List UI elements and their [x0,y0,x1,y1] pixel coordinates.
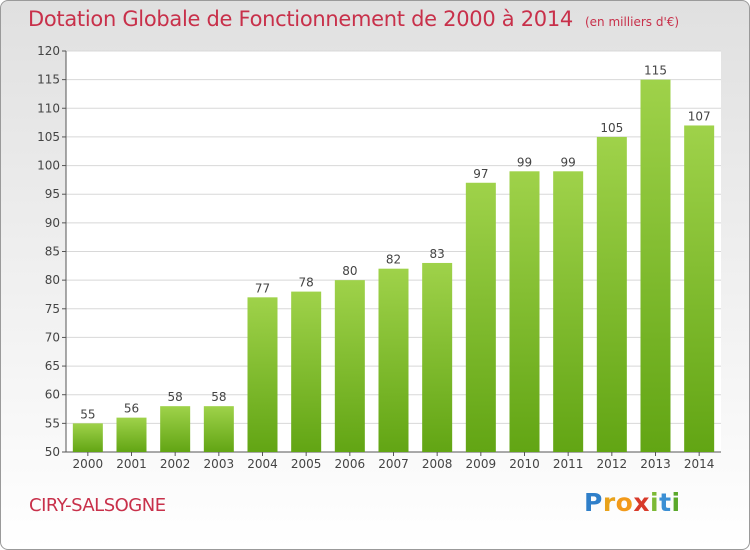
bar [203,406,234,452]
x-tick-label: 2009 [466,457,497,471]
y-tick-label: 65 [45,359,60,373]
x-tick-label: 2001 [116,457,147,471]
logo-letter: o [615,488,634,517]
bar [596,136,627,452]
x-tick-label: 2014 [684,457,715,471]
x-tick-label: 2011 [553,457,584,471]
bar-value-label: 99 [517,155,532,169]
bar [553,171,584,453]
y-tick-label: 95 [45,187,60,201]
y-tick-label: 115 [37,73,60,87]
bar-value-label: 115 [644,64,667,78]
y-tick-label: 75 [45,302,60,316]
y-tick-label: 80 [45,273,60,287]
y-tick-label: 60 [45,388,60,402]
y-tick-label: 120 [37,44,60,58]
x-tick-label: 2008 [422,457,453,471]
y-tick-label: 90 [45,216,60,230]
x-tick-label: 2007 [378,457,409,471]
y-tick-label: 100 [37,159,60,173]
bar [684,125,715,452]
logo-letter: x [633,488,650,517]
logo-letter: P [584,488,603,517]
logo-letter: t [659,488,672,517]
y-tick-label: 55 [45,416,60,430]
bar-value-label: 78 [299,276,314,290]
x-tick-label: 2006 [335,457,366,471]
bar-value-label: 105 [600,121,623,135]
proxiti-logo[interactable]: Proxiti [584,488,681,517]
bar-value-label: 77 [255,281,270,295]
x-tick-label: 2010 [509,457,540,471]
bar [291,291,322,452]
bar-value-label: 82 [386,253,401,267]
bar-value-label: 97 [473,167,488,181]
bar [465,182,496,452]
y-tick-label: 50 [45,445,60,459]
bar [247,297,278,452]
y-tick-label: 105 [37,130,60,144]
title-text: Dotation Globale de Fonctionnement de 20… [28,7,573,31]
bar-value-label: 83 [430,247,445,261]
bar-value-label: 107 [688,109,711,123]
x-tick-label: 2002 [160,457,191,471]
x-tick-label: 2004 [247,457,278,471]
y-tick-label: 70 [45,330,60,344]
bar-value-label: 56 [124,402,139,416]
chart-title: Dotation Globale de Fonctionnement de 20… [28,7,679,31]
bar-value-label: 55 [80,407,95,421]
bar [116,417,147,452]
logo-letter: i [671,488,681,517]
y-tick-label: 85 [45,245,60,259]
logo-letter: i [650,488,660,517]
x-tick-label: 2005 [291,457,322,471]
bar [640,79,671,453]
x-tick-label: 2003 [204,457,235,471]
x-tick-label: 2013 [640,457,671,471]
logo-letter: r [602,488,616,517]
bar [422,262,453,452]
y-tick-label: 110 [37,101,60,115]
bar-value-label: 58 [168,390,183,404]
commune-name: CIRY-SALSOGNE [29,495,166,516]
bar [334,280,365,452]
bar-value-label: 80 [342,264,357,278]
bar [378,268,409,452]
bar [160,406,191,452]
bar-value-label: 99 [561,155,576,169]
bar [509,171,540,453]
bar [72,423,103,452]
chart-subtitle: (en milliers d'€) [584,15,680,29]
bar-value-label: 58 [211,390,226,404]
x-tick-label: 2012 [597,457,628,471]
x-tick-label: 2000 [73,457,104,471]
